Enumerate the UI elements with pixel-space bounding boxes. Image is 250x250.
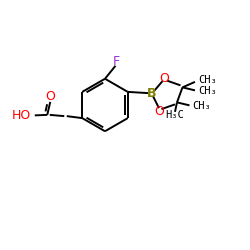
Text: O: O [160, 72, 170, 85]
Text: H₃C: H₃C [166, 110, 184, 120]
Text: O: O [45, 90, 55, 104]
Text: F: F [113, 55, 120, 68]
Text: CH₃: CH₃ [192, 101, 211, 111]
Text: B: B [147, 87, 156, 100]
Text: HO: HO [11, 109, 30, 122]
Text: CH₃: CH₃ [198, 86, 217, 96]
Text: O: O [154, 104, 164, 118]
Text: CH₃: CH₃ [198, 76, 217, 86]
